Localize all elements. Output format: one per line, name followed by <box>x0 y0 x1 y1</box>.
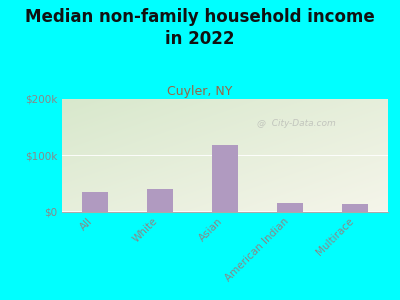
Bar <box>82 192 108 212</box>
Bar <box>342 204 368 211</box>
Bar <box>147 189 173 212</box>
Text: Cuyler, NY: Cuyler, NY <box>167 85 233 98</box>
Text: Median non-family household income
in 2022: Median non-family household income in 20… <box>25 8 375 48</box>
Bar <box>277 203 303 212</box>
Text: @  City-Data.com: @ City-Data.com <box>257 119 336 128</box>
Bar <box>212 145 238 212</box>
